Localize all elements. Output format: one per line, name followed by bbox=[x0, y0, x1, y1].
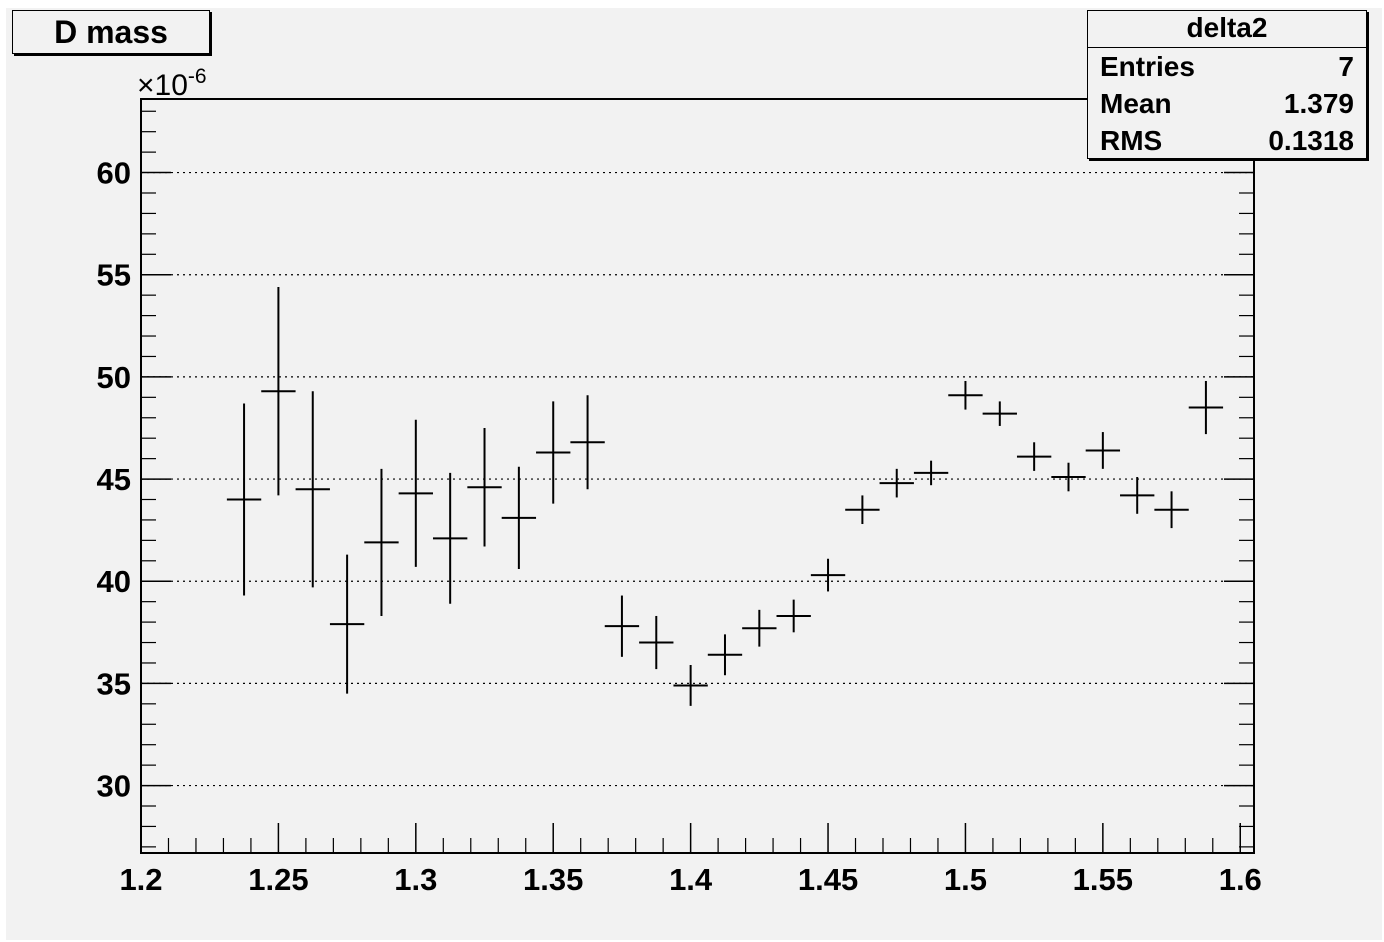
canvas-background bbox=[6, 8, 1382, 940]
stats-box: delta2 Entries 7 Mean 1.379 RMS 0.1318 bbox=[1087, 10, 1367, 159]
stats-row-mean: Mean 1.379 bbox=[1088, 85, 1366, 122]
data-point bbox=[639, 615, 674, 670]
tick-marks bbox=[140, 110, 1254, 853]
y-tick-label: 55 bbox=[97, 258, 131, 293]
stats-value-rms: 0.1318 bbox=[1268, 125, 1354, 156]
y-tick-label: 40 bbox=[97, 564, 131, 599]
data-point bbox=[604, 595, 640, 657]
data-point bbox=[1120, 477, 1155, 514]
stats-label-entries: Entries bbox=[1100, 51, 1195, 82]
data-point bbox=[467, 427, 502, 547]
x-tick-label: 1.55 bbox=[1073, 862, 1133, 897]
y-tick-label: 35 bbox=[97, 666, 131, 701]
stats-label-rms: RMS bbox=[1100, 125, 1163, 156]
data-point bbox=[845, 495, 880, 525]
data-point bbox=[398, 419, 433, 567]
stats-box-name: delta2 bbox=[1088, 11, 1366, 48]
y-tick-label: 50 bbox=[97, 360, 131, 395]
stats-value-entries: 7 bbox=[1338, 51, 1354, 82]
data-point bbox=[982, 401, 1017, 426]
stats-label-mean: Mean bbox=[1100, 88, 1172, 119]
histogram-title-box: D mass bbox=[12, 10, 210, 54]
data-point bbox=[226, 403, 262, 596]
data-point bbox=[913, 460, 949, 486]
data-point bbox=[501, 466, 537, 569]
data-point bbox=[948, 380, 983, 410]
x-tick-label: 1.35 bbox=[523, 862, 583, 897]
data-point bbox=[261, 286, 296, 496]
data-point bbox=[364, 468, 399, 616]
x-tick-label: 1.6 bbox=[1219, 862, 1262, 897]
data-point bbox=[879, 468, 914, 498]
data-point bbox=[810, 558, 846, 592]
data-points bbox=[226, 286, 1224, 706]
stats-row-entries: Entries 7 bbox=[1088, 48, 1366, 85]
y-multiplier-exponent: -6 bbox=[188, 65, 207, 88]
data-point bbox=[707, 634, 743, 676]
data-point bbox=[570, 395, 605, 490]
grid-layer bbox=[141, 171, 1254, 787]
y-tick-label: 30 bbox=[97, 769, 131, 804]
data-point bbox=[295, 391, 330, 588]
data-point bbox=[1085, 432, 1121, 469]
y-multiplier-base: ×10 bbox=[137, 69, 188, 102]
data-point bbox=[1154, 491, 1189, 529]
plot-frame bbox=[140, 98, 1255, 854]
data-point bbox=[776, 599, 811, 633]
y-tick-label: 45 bbox=[97, 462, 131, 497]
tick-labels: 30 35 40 45 50 55 60 1.2 1.25 1.3 1.35 1.4 1.45 1.5 1.… bbox=[97, 156, 1262, 897]
x-tick-label: 1.2 bbox=[119, 862, 162, 897]
data-point bbox=[742, 609, 777, 647]
y-multiplier-label: ×10-6 bbox=[137, 65, 207, 102]
stats-value-mean: 1.379 bbox=[1283, 88, 1354, 119]
x-tick-label: 1.45 bbox=[798, 862, 858, 897]
x-tick-label: 1.3 bbox=[394, 862, 437, 897]
data-point bbox=[673, 665, 708, 706]
data-point bbox=[536, 401, 571, 504]
data-point bbox=[1051, 462, 1086, 492]
data-point bbox=[329, 554, 365, 694]
x-tick-label: 1.4 bbox=[669, 862, 713, 897]
x-tick-label: 1.5 bbox=[944, 862, 987, 897]
data-point bbox=[432, 472, 468, 604]
y-tick-label: 60 bbox=[97, 156, 131, 191]
data-point bbox=[1188, 380, 1224, 435]
x-tick-label: 1.25 bbox=[248, 862, 308, 897]
histogram-title: D mass bbox=[54, 14, 168, 50]
data-point bbox=[1016, 442, 1052, 471]
stats-row-rms: RMS 0.1318 bbox=[1088, 122, 1366, 159]
